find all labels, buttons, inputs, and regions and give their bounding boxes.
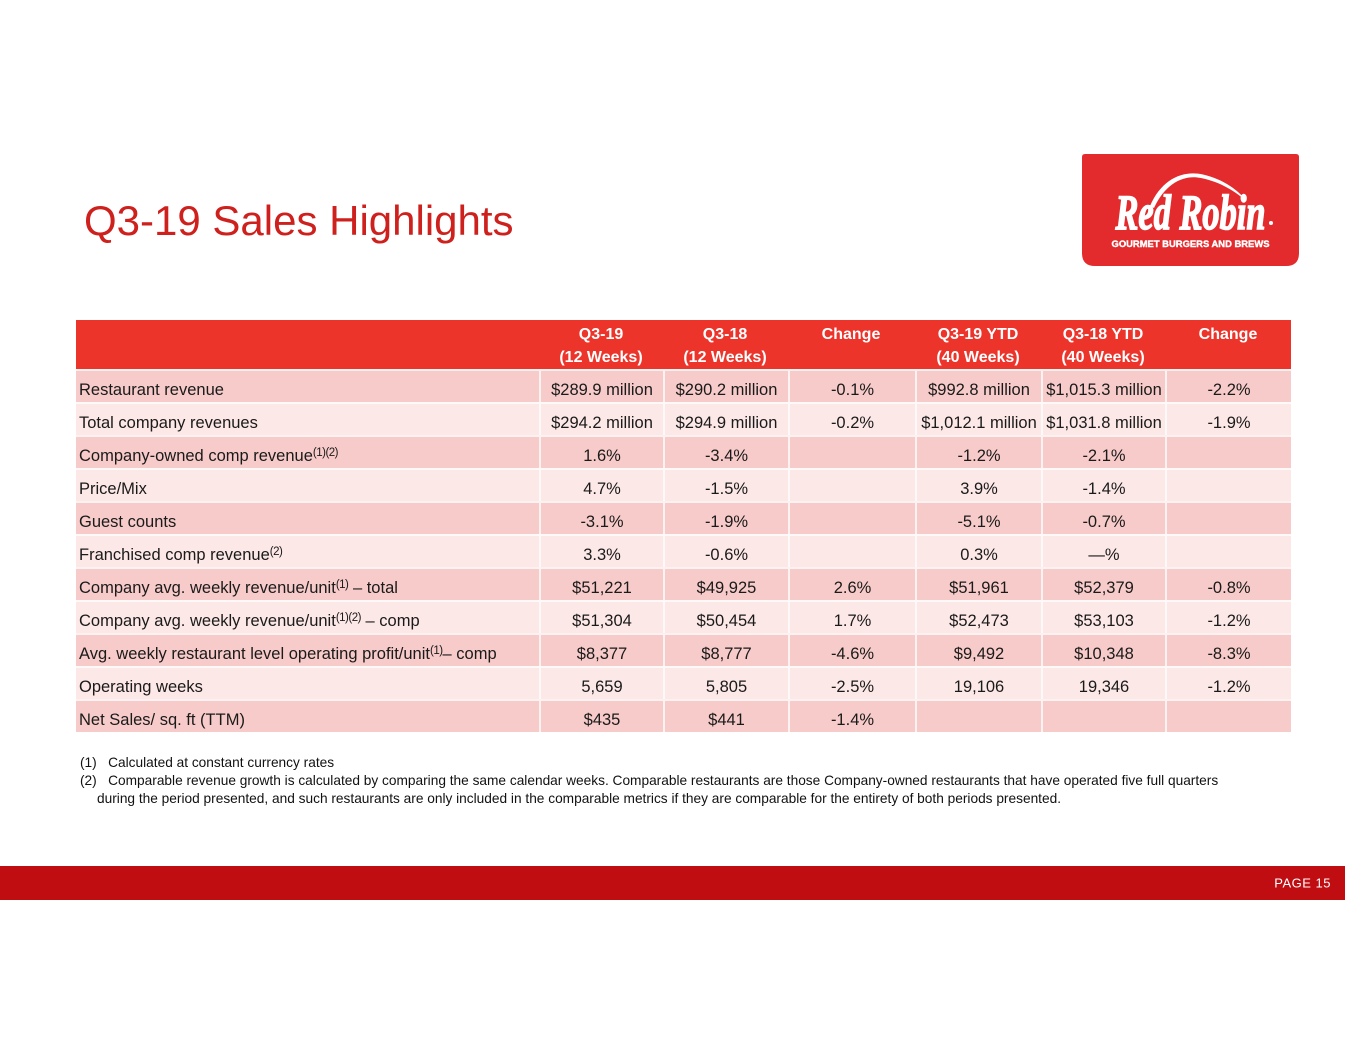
svg-text:Red Robin: Red Robin — [1115, 184, 1266, 240]
svg-text:GOURMET BURGERS AND BREWS: GOURMET BURGERS AND BREWS — [1112, 239, 1270, 250]
